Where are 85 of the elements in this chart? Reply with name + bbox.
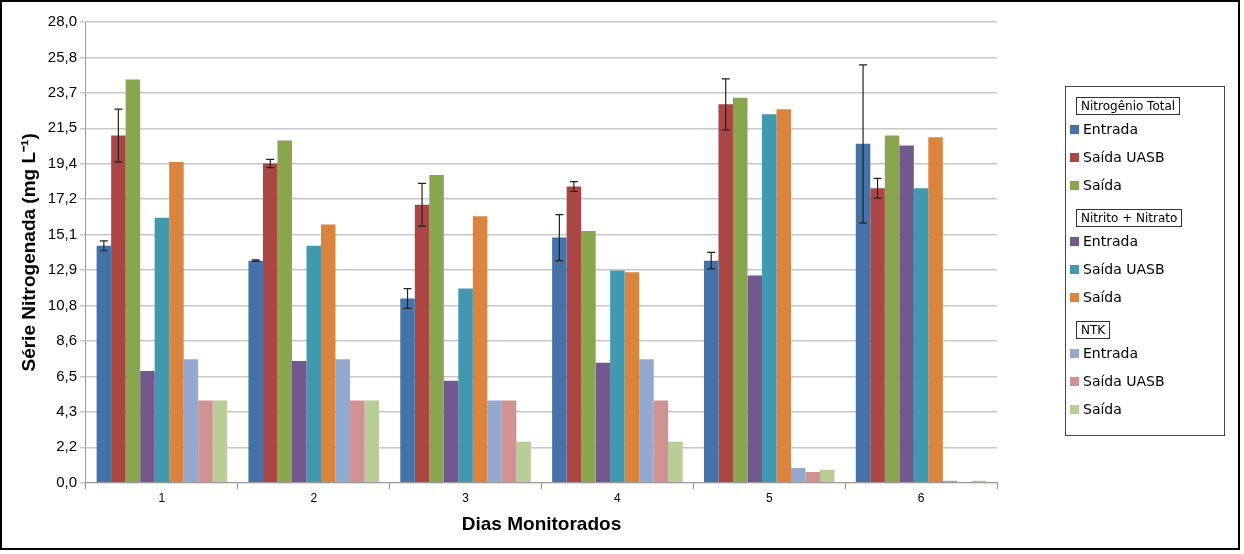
bar [870, 188, 885, 483]
x-tick-label: 2 [310, 491, 318, 506]
bar [472, 216, 488, 483]
y-tick-label: 12,9 [47, 260, 77, 278]
y-tick-label: 8,6 [56, 331, 77, 349]
x-tick-label: 1 [158, 491, 166, 506]
legend-label: Entrada [1083, 345, 1139, 361]
bar [595, 362, 611, 483]
y-tick-label: 4,3 [56, 402, 77, 420]
bar [321, 224, 336, 483]
bar [703, 260, 719, 483]
bar [154, 217, 170, 483]
bar [291, 361, 307, 483]
bar [791, 467, 806, 483]
x-tick-label: 4 [614, 491, 622, 506]
legend-label: Saída UASB [1083, 149, 1165, 165]
bar [350, 400, 365, 483]
y-tick-label: 21,5 [47, 118, 77, 136]
y-tick-label: 28,0 [47, 12, 77, 30]
bar [581, 231, 596, 483]
x-tick-label: 5 [765, 491, 773, 506]
bar [761, 114, 777, 483]
y-tick-label: 10,8 [47, 295, 77, 313]
x-tick-label: 3 [462, 491, 470, 506]
bar [96, 245, 112, 483]
bar [552, 237, 567, 483]
text: NTK [1076, 321, 1111, 339]
bar [125, 79, 141, 483]
y-tick-label: 23,7 [47, 83, 77, 101]
legend-label: Saída UASB [1083, 373, 1165, 389]
y-tick-label: 17,2 [47, 189, 77, 207]
y-tick-label: 19,4 [47, 153, 77, 171]
bar [335, 359, 351, 483]
x-axis-title: Dias Monitorados [461, 512, 622, 534]
bar [111, 135, 126, 483]
bar [639, 359, 654, 483]
bar [516, 441, 531, 483]
bar [400, 298, 415, 483]
bar [899, 145, 914, 483]
x-tick-label: 6 [917, 491, 925, 506]
bar [364, 400, 380, 483]
bar [884, 135, 900, 483]
bar [805, 472, 821, 483]
bar [248, 260, 263, 483]
bar [169, 161, 184, 483]
bar [610, 270, 625, 483]
y-tick-label: 6,5 [56, 366, 77, 384]
bar [668, 441, 683, 483]
text: Nitrogênio Total [1076, 97, 1181, 115]
bar [458, 288, 473, 483]
bar [443, 380, 459, 483]
bar [624, 272, 640, 483]
bar [198, 400, 213, 483]
bar [928, 137, 943, 483]
bar [212, 400, 228, 483]
y-tick-label: 25,8 [47, 47, 77, 65]
y-tick-label: 2,2 [56, 437, 77, 455]
bar [487, 400, 502, 483]
y-tick-label: 0,0 [56, 472, 77, 490]
bar [732, 97, 748, 483]
bar [262, 163, 278, 483]
bar [140, 370, 155, 483]
bar [747, 275, 762, 483]
bar [913, 188, 929, 483]
y-axis-title: Série Nitrogenada (mg L⁻¹) [17, 133, 39, 372]
bar [306, 245, 321, 483]
text: Nitrito + Nitrato [1076, 209, 1183, 227]
legend-label: Saída UASB [1083, 261, 1165, 277]
legend-label: Saída [1083, 289, 1122, 305]
bar [277, 140, 292, 483]
legend-label: Saída [1083, 401, 1122, 417]
bar [820, 469, 835, 483]
bar [776, 109, 792, 483]
bar [855, 143, 871, 483]
bar [183, 359, 199, 483]
y-tick-label: 15,1 [47, 224, 77, 242]
bar [718, 104, 733, 483]
legend-label: Entrada [1083, 121, 1139, 137]
bar [653, 400, 669, 483]
bar [429, 175, 444, 483]
legend-label: Entrada [1083, 233, 1139, 249]
bar [566, 186, 582, 483]
bar [501, 400, 517, 483]
bar [414, 204, 430, 483]
legend-label: Saída [1083, 177, 1122, 193]
